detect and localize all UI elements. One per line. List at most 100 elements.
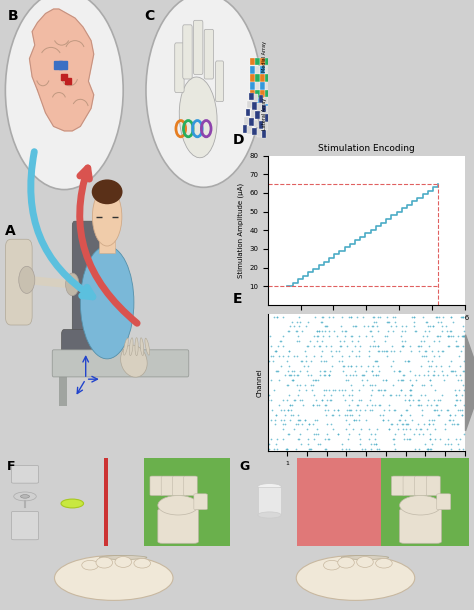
Point (292, 420, 300, 429)
Point (406, 390, 414, 400)
Point (321, 405, 329, 415)
Point (356, 429, 363, 439)
Bar (99, 235, 115, 253)
Point (322, 341, 330, 351)
FancyArrowPatch shape (31, 152, 93, 297)
Point (342, 370, 350, 380)
Point (340, 336, 348, 346)
Point (398, 326, 405, 336)
Point (295, 312, 302, 321)
Bar (297, 458, 381, 546)
Point (342, 331, 349, 341)
Point (423, 425, 430, 434)
Point (296, 429, 304, 439)
Point (325, 370, 333, 380)
Bar (262, 105, 266, 112)
Point (316, 341, 323, 351)
Point (452, 341, 460, 351)
Point (458, 331, 466, 341)
Point (371, 381, 379, 390)
Bar (274, 82, 279, 90)
Point (294, 331, 301, 341)
Point (460, 356, 467, 365)
Bar (255, 98, 260, 106)
Point (415, 400, 423, 410)
Point (448, 365, 456, 375)
Point (375, 444, 383, 454)
Point (320, 365, 328, 375)
Point (301, 381, 309, 390)
Point (331, 386, 338, 395)
Point (352, 405, 360, 415)
Ellipse shape (100, 556, 147, 559)
Point (417, 361, 424, 370)
Point (285, 346, 293, 356)
Point (456, 395, 464, 405)
Point (289, 375, 297, 385)
Point (407, 425, 414, 434)
Point (376, 312, 384, 321)
Point (420, 381, 428, 390)
Bar (260, 82, 264, 90)
Point (451, 386, 459, 395)
Point (447, 312, 455, 321)
Point (445, 405, 452, 415)
Point (439, 312, 447, 321)
FancyBboxPatch shape (173, 476, 186, 495)
Point (348, 390, 356, 400)
Point (290, 321, 298, 331)
Point (453, 390, 460, 400)
Point (424, 395, 432, 405)
Point (338, 439, 346, 449)
Point (350, 415, 357, 425)
Ellipse shape (323, 561, 340, 570)
Point (267, 351, 274, 361)
Point (291, 365, 298, 375)
Bar (274, 90, 279, 98)
Point (456, 444, 463, 454)
Point (358, 375, 365, 385)
Point (449, 415, 456, 425)
Point (420, 351, 428, 361)
Point (434, 312, 441, 321)
Point (287, 405, 294, 415)
Point (395, 390, 403, 400)
Point (347, 312, 355, 321)
Point (380, 405, 388, 415)
Point (459, 341, 467, 351)
Point (416, 346, 423, 356)
Point (322, 434, 329, 444)
Point (363, 400, 371, 410)
Text: G: G (239, 460, 250, 473)
Point (384, 317, 392, 326)
Point (348, 336, 356, 346)
Point (387, 361, 394, 370)
Point (285, 429, 292, 439)
Point (409, 415, 416, 425)
Point (311, 375, 319, 385)
Point (334, 405, 342, 415)
Point (345, 434, 352, 444)
Point (322, 400, 329, 410)
Point (408, 381, 415, 390)
Point (291, 351, 298, 361)
Point (357, 361, 365, 370)
Point (430, 405, 438, 415)
Point (301, 415, 309, 425)
Point (404, 420, 412, 429)
X-axis label: Finger Joint Torque (Nm): Finger Joint Torque (Nm) (320, 326, 412, 336)
Point (435, 312, 443, 321)
Point (346, 390, 353, 400)
Text: B: B (8, 9, 18, 23)
Point (453, 395, 460, 405)
Point (360, 321, 368, 331)
Point (397, 415, 404, 425)
Point (372, 356, 380, 365)
Point (385, 425, 392, 434)
Point (318, 317, 326, 326)
Point (427, 444, 434, 454)
Point (369, 361, 377, 370)
Bar (270, 58, 274, 65)
Bar (259, 95, 263, 103)
Point (428, 415, 436, 425)
